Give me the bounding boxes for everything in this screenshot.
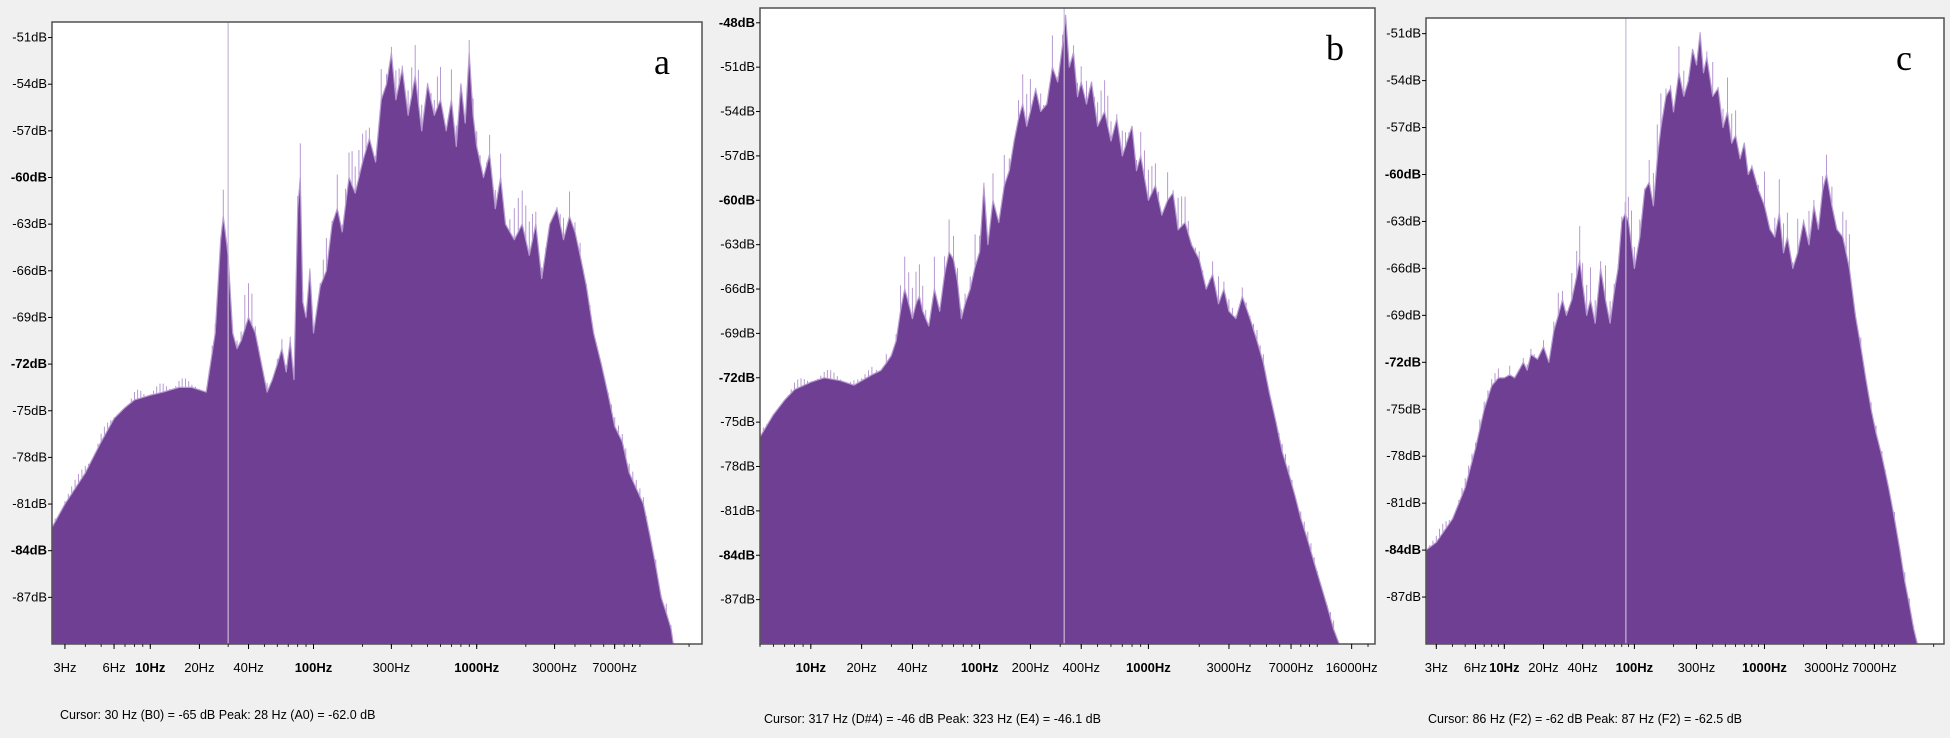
y-tick-label: -81dB [1386, 495, 1421, 510]
x-tick-label: 7000Hz [592, 660, 637, 675]
x-tick-label: 1000Hz [1126, 660, 1171, 675]
x-tick-label: 3000Hz [1804, 660, 1849, 675]
y-tick-label: -87dB [1386, 589, 1421, 604]
y-tick-label: -66dB [720, 281, 755, 296]
spectrum-chart-c: -51dB -54dB -57dB -60dB -63dB -66dB -69dB -72dB… [1385, 17, 1945, 675]
x-tick-label: 200Hz [1012, 660, 1050, 675]
y-tick-label: -72dB [1385, 354, 1421, 369]
x-tick-label: 100Hz [961, 660, 999, 675]
x-tick-label: 7000Hz [1852, 660, 1897, 675]
y-tick-label: -75dB [720, 414, 755, 429]
y-tick-label: -63dB [1386, 213, 1421, 228]
plot-frame [1425, 17, 1945, 645]
y-tick-label: -87dB [720, 592, 755, 607]
y-tick-label: -60dB [719, 192, 755, 207]
y-tick-label: -75dB [1386, 401, 1421, 416]
spectrum-area [760, 14, 1340, 644]
status-readout-c: Cursor: 86 Hz (F2) = -62 dB Peak: 87 Hz … [1428, 712, 1743, 726]
y-tick-label: -78dB [720, 459, 755, 474]
spectrum-panel-b: -48dB -51dB -54dB -57dB -60dB -63dB -66dB -69dB… [708, 0, 1383, 738]
y-tick-label: -69dB [1386, 307, 1421, 322]
y-tick-label: -48dB [719, 15, 755, 30]
y-tick-label: -69dB [720, 325, 755, 340]
y-tick-label: -81dB [720, 503, 755, 518]
y-tick-label: -51dB [1386, 26, 1421, 41]
y-tick-label: -60dB [11, 170, 47, 185]
x-tick-label: 20Hz [184, 660, 214, 675]
status-readout-b: Cursor: 317 Hz (D#4) = -46 dB Peak: 323 … [764, 712, 1101, 726]
y-tick-label: -75dB [12, 403, 47, 418]
y-tick-label: -84dB [1385, 542, 1421, 557]
x-tick-label: 10Hz [1489, 660, 1520, 675]
spectrum-panel-a: -51dB -54dB -57dB -60dB -63dB -66dB -69dB -72dB… [0, 0, 708, 738]
plot-frame [759, 7, 1376, 645]
y-tick-label: -63dB [12, 216, 47, 231]
x-tick-label: 1000Hz [454, 660, 499, 675]
x-tick-label: 7000Hz [1269, 660, 1314, 675]
y-tick-label: -51dB [12, 30, 47, 45]
x-tick-label: 10Hz [796, 660, 827, 675]
x-tick-label: 100Hz [295, 660, 333, 675]
x-tick-label: 16000Hz [1326, 660, 1378, 675]
x-tick-label: 6Hz [1464, 660, 1487, 675]
y-tick-label: -66dB [12, 263, 47, 278]
y-tick-label: -54dB [1386, 73, 1421, 88]
y-tick-label: -78dB [1386, 448, 1421, 463]
y-tick-label: -57dB [720, 148, 755, 163]
spectrum-panel-c: -51dB -54dB -57dB -60dB -63dB -66dB -69dB -72dB… [1383, 0, 1950, 738]
x-tick-label: 40Hz [897, 660, 927, 675]
panel-letter: a [654, 42, 670, 82]
y-tick-label: -84dB [719, 547, 755, 562]
x-tick-label: 100Hz [1616, 660, 1654, 675]
y-tick-label: -57dB [12, 123, 47, 138]
spectrum-chart-a: -51dB -54dB -57dB -60dB -63dB -66dB -69dB -72dB… [11, 21, 703, 675]
panel-letter: b [1326, 28, 1344, 68]
panel-letter: c [1896, 38, 1912, 78]
y-tick-label: -81dB [12, 496, 47, 511]
y-tick-label: -60dB [1385, 167, 1421, 182]
y-tick-label: -51dB [720, 59, 755, 74]
x-tick-label: 40Hz [233, 660, 263, 675]
y-tick-label: -54dB [720, 104, 755, 119]
y-tick-label: -84dB [11, 543, 47, 558]
x-tick-label: 300Hz [1678, 660, 1716, 675]
x-tick-label: 400Hz [1062, 660, 1100, 675]
y-tick-label: -78dB [12, 449, 47, 464]
x-tick-label: 3000Hz [532, 660, 577, 675]
y-tick-label: -57dB [1386, 120, 1421, 135]
y-tick-label: -87dB [12, 589, 47, 604]
x-tick-label: 3Hz [1425, 660, 1448, 675]
x-tick-label: 3Hz [53, 660, 76, 675]
y-tick-label: -54dB [12, 76, 47, 91]
x-tick-label: 6Hz [102, 660, 125, 675]
x-tick-label: 10Hz [135, 660, 166, 675]
x-tick-label: 300Hz [373, 660, 411, 675]
y-tick-label: -69dB [12, 309, 47, 324]
status-readout-a: Cursor: 30 Hz (B0) = -65 dB Peak: 28 Hz … [60, 708, 376, 722]
x-tick-label: 20Hz [1528, 660, 1558, 675]
spectrum-chart-b: -48dB -51dB -54dB -57dB -60dB -63dB -66dB -69dB… [719, 7, 1378, 675]
x-tick-label: 40Hz [1567, 660, 1597, 675]
x-tick-label: 3000Hz [1207, 660, 1252, 675]
x-tick-label: 1000Hz [1742, 660, 1787, 675]
x-tick-label: 20Hz [846, 660, 876, 675]
spectrum-area [1426, 33, 1918, 644]
y-tick-label: -72dB [719, 370, 755, 385]
y-tick-label: -72dB [11, 356, 47, 371]
plot-frame [51, 21, 703, 645]
y-tick-label: -66dB [1386, 260, 1421, 275]
y-tick-label: -63dB [720, 237, 755, 252]
